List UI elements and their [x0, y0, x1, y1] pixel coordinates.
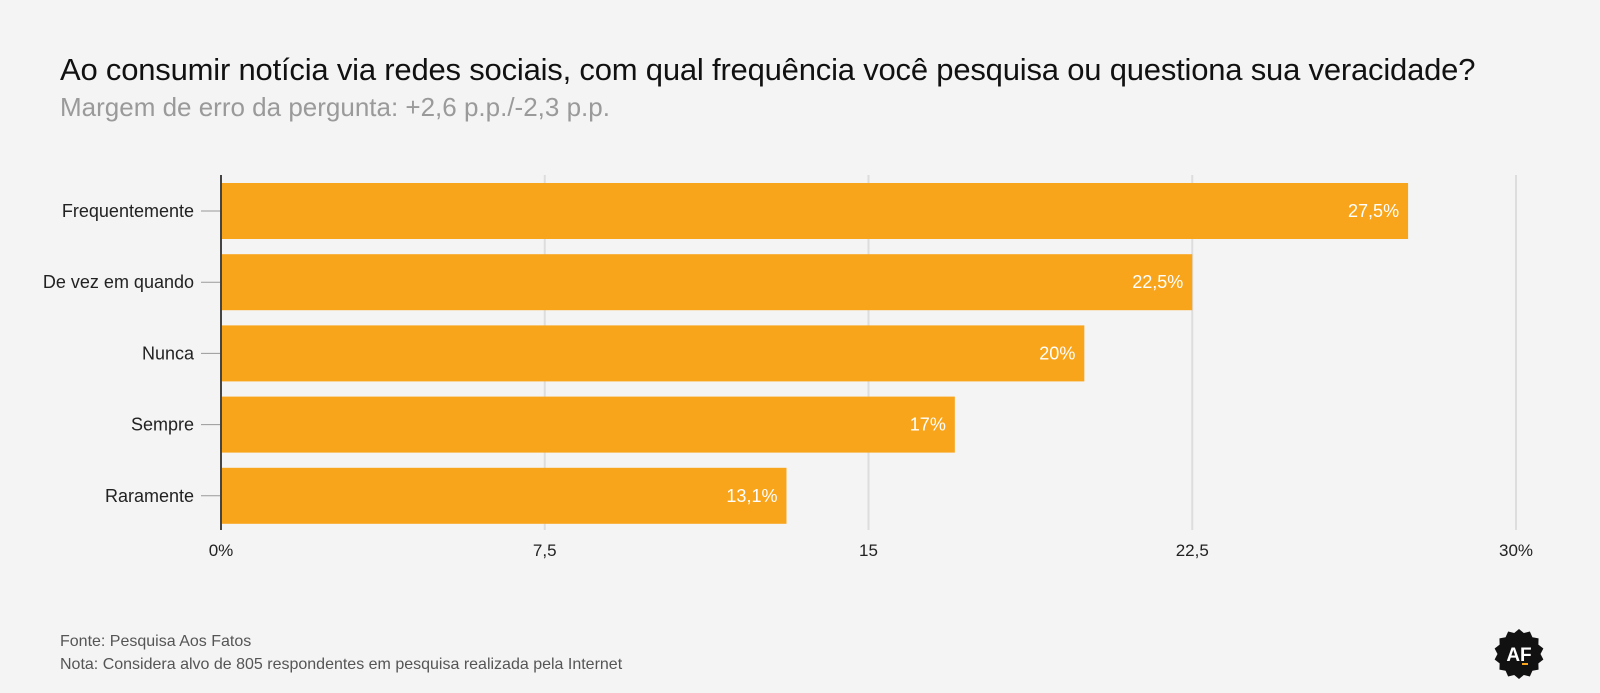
bar-value-label: 20% [1039, 343, 1075, 363]
x-tick-label: 30% [1499, 541, 1533, 560]
bar-value-label: 17% [910, 415, 946, 435]
footer: Fonte: Pesquisa Aos Fatos Nota: Consider… [60, 630, 622, 676]
logo-text: AF [1506, 645, 1531, 666]
note-text: Nota: Considera alvo de 805 respondentes… [60, 656, 623, 673]
category-labels: Frequentemente De vez em quando Nunca Sempr… [43, 201, 221, 506]
bar [221, 325, 1085, 382]
bar [221, 254, 1193, 311]
category-label: De vez em quando [43, 272, 194, 292]
category-label: Sempre [131, 415, 194, 435]
x-tick-label: 7,5 [533, 541, 557, 560]
x-tick-label: 22,5 [1176, 541, 1209, 560]
category-label: Raramente [105, 486, 194, 506]
bar-value-label: 13,1% [726, 486, 777, 506]
chart-title: Ao consumir notícia via redes sociais, c… [60, 52, 1476, 87]
bars: 27,5% 22,5% 20% 17% 13,1% [221, 183, 1409, 524]
category-label: Frequentemente [62, 201, 194, 221]
chart-subtitle: Margem de erro da pergunta: +2,6 p.p./-2… [60, 92, 610, 122]
source-text: Fonte: Pesquisa Aos Fatos [60, 633, 252, 650]
bar [221, 396, 955, 453]
bar [221, 467, 787, 524]
bar-value-label: 27,5% [1348, 201, 1399, 221]
category-label: Nunca [142, 343, 195, 363]
x-tick-label: 0% [209, 541, 234, 560]
bar-value-label: 22,5% [1132, 272, 1183, 292]
aos-fatos-logo-icon: AF [1494, 629, 1544, 679]
x-tick-label: 15 [859, 541, 878, 560]
x-axis-ticks: 0% 7,5 15 22,5 30% [209, 541, 1533, 560]
bar [221, 183, 1409, 239]
